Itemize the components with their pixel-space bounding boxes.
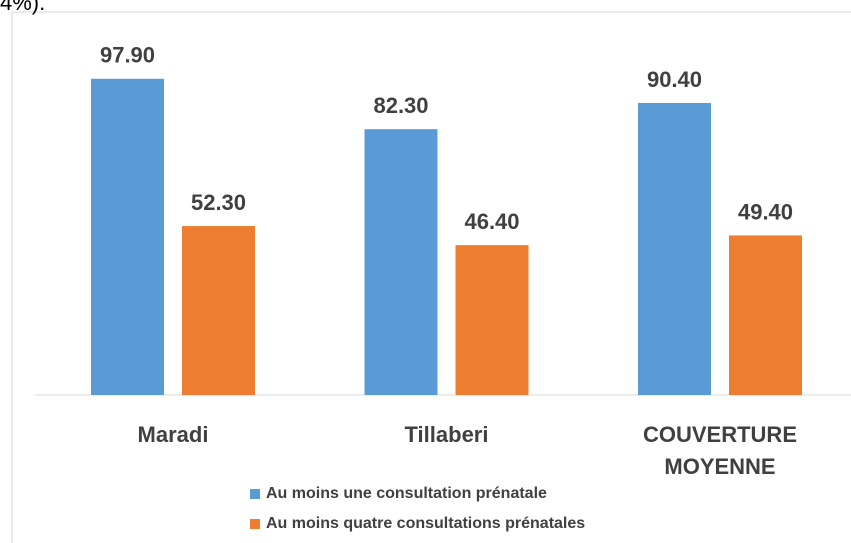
data-label: 52.30	[191, 190, 246, 215]
x-tick-label: Maradi	[137, 422, 209, 447]
bar	[638, 103, 711, 396]
legend-label: Au moins quatre consultations prénatales	[266, 515, 585, 532]
data-label: 82.30	[373, 93, 428, 118]
data-label: 97.90	[100, 43, 155, 68]
bar	[455, 245, 529, 395]
legend-swatch	[250, 519, 260, 529]
data-label: 90.40	[647, 67, 702, 92]
data-label: 46.40	[464, 209, 519, 234]
bar	[729, 235, 802, 395]
bar	[364, 129, 438, 395]
bar	[91, 78, 164, 396]
data-label: 49.40	[738, 199, 793, 224]
bar	[182, 226, 255, 395]
legend-label: Au moins une consultation prénatale	[266, 485, 547, 502]
legend-swatch	[250, 489, 260, 499]
x-tick-label: COUVERTURE MOYENNE	[642, 422, 797, 479]
x-tick-label: Tillaberi	[404, 422, 489, 447]
header-text: 4%).	[0, 0, 45, 15]
